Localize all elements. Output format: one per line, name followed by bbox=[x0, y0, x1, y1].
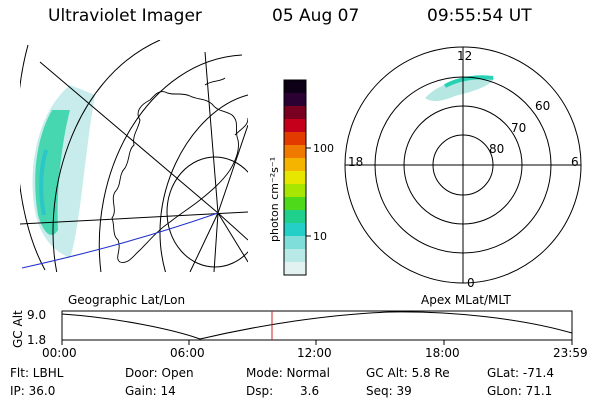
ip-label: IP: 36.0 bbox=[10, 384, 56, 398]
mode-label: Mode: Normal bbox=[246, 366, 330, 380]
mlat-80-label: 80 bbox=[489, 142, 504, 156]
latitude-arc-2 bbox=[98, 54, 243, 272]
altitude-xtick-2: 12:00 bbox=[297, 346, 332, 360]
aurora-emission-right bbox=[425, 76, 495, 102]
satellite-track bbox=[21, 212, 219, 269]
gc-altitude-label: GC Alt: 5.8 Re bbox=[366, 366, 450, 380]
colorbar-band bbox=[284, 93, 306, 107]
altitude-curve bbox=[61, 311, 573, 340]
sequence-label: Seq: 39 bbox=[366, 384, 412, 398]
colorbar-unit-label: photon cm⁻²s⁻¹ bbox=[268, 157, 281, 242]
colorbar-band bbox=[284, 80, 306, 94]
meridian-5 bbox=[217, 212, 248, 263]
colorbar-band bbox=[284, 184, 306, 198]
dsp-label: Dsp: bbox=[246, 384, 274, 398]
door-label: Door: Open bbox=[125, 366, 194, 380]
time-label: 09:55:54 UT bbox=[427, 6, 532, 26]
gain-label: Gain: 14 bbox=[125, 384, 176, 398]
colorbar-band bbox=[284, 119, 306, 133]
altitude-ytick-9: 9.0 bbox=[27, 308, 46, 322]
glon-label: GLon: 71.1 bbox=[487, 384, 553, 398]
instrument-title: Ultraviolet Imager bbox=[48, 6, 202, 26]
altitude-xtick-4: 23:59 bbox=[553, 346, 588, 360]
meridian-6 bbox=[189, 212, 219, 272]
altitude-xtick-1: 06:00 bbox=[170, 346, 205, 360]
latitude-arc-3 bbox=[159, 94, 248, 272]
mlt-0-label: 0 bbox=[467, 276, 475, 290]
latitude-arc-1 bbox=[52, 40, 161, 272]
altitude-plot-frame bbox=[61, 310, 573, 341]
colorbar-band bbox=[284, 262, 306, 276]
altitude-ylabel: GC Alt bbox=[11, 310, 25, 348]
dsp-value: 3.6 bbox=[300, 384, 320, 398]
colorbar bbox=[284, 80, 306, 276]
mlt-12-label: 12 bbox=[457, 49, 472, 63]
mlat-60-label: 60 bbox=[535, 99, 550, 113]
colorbar-band bbox=[284, 145, 306, 159]
geographic-caption: Geographic Lat/Lon bbox=[68, 293, 185, 307]
colorbar-band bbox=[284, 236, 306, 250]
polar-circle bbox=[166, 156, 248, 268]
earth-limb bbox=[20, 44, 46, 271]
colorbar-tick-100: 100 bbox=[313, 142, 334, 155]
meridian-4 bbox=[20, 211, 248, 225]
continent-outline bbox=[111, 91, 239, 263]
colorbar-frame bbox=[283, 79, 307, 276]
meridian-2 bbox=[204, 51, 219, 272]
colorbar-band bbox=[284, 132, 306, 146]
altitude-ytick-1-8: 1.8 bbox=[27, 333, 46, 347]
mlt-6-label: 6 bbox=[571, 155, 579, 169]
altitude-xtick-3: 18:00 bbox=[425, 346, 460, 360]
meridian-1 bbox=[39, 61, 219, 214]
mlt-18-label: 18 bbox=[348, 155, 363, 169]
colorbar-band bbox=[284, 106, 306, 120]
filter-label: Flt: LBHL bbox=[10, 366, 64, 380]
meridian-3 bbox=[217, 124, 248, 214]
colorbar-band bbox=[284, 249, 306, 263]
date-label: 05 Aug 07 bbox=[272, 6, 360, 26]
altitude-xtick-0: 00:00 bbox=[42, 346, 77, 360]
colorbar-band bbox=[284, 158, 306, 172]
meridian-7 bbox=[217, 212, 248, 241]
colorbar-band bbox=[284, 210, 306, 224]
colorbar-band bbox=[284, 223, 306, 237]
mlat-70-label: 70 bbox=[511, 121, 526, 135]
colorbar-band bbox=[284, 171, 306, 185]
glat-label: GLat: -71.4 bbox=[487, 366, 554, 380]
apex-caption: Apex MLat/MLT bbox=[421, 293, 511, 307]
colorbar-band bbox=[284, 197, 306, 211]
colorbar-tick-10: 10 bbox=[313, 230, 327, 243]
